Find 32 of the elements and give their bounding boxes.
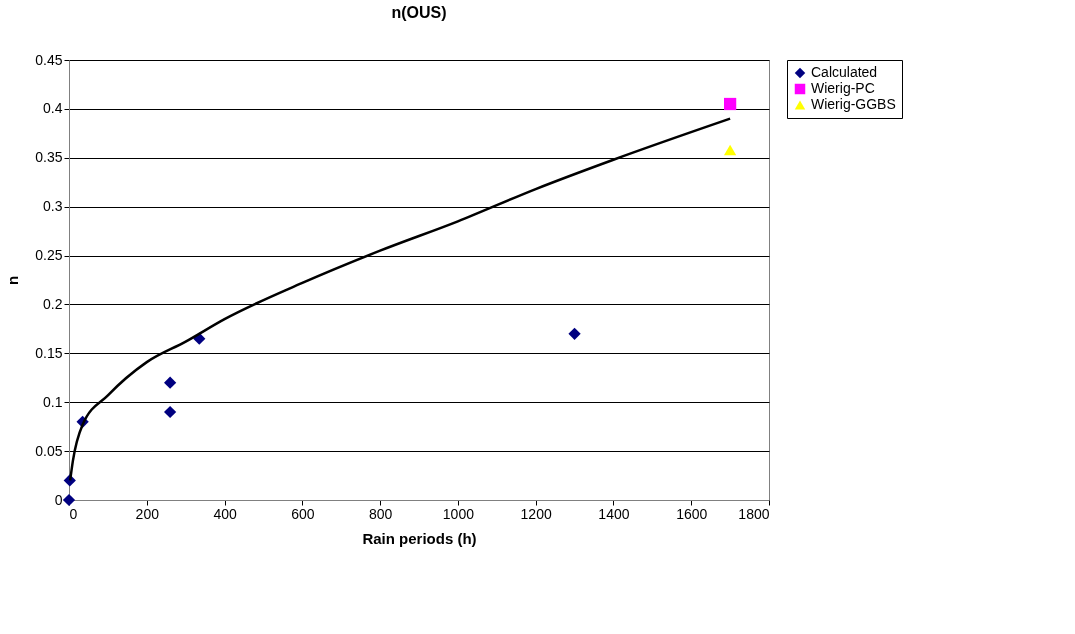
y-tick-label: 0.1	[43, 393, 63, 410]
x-tick-label: 600	[291, 505, 315, 522]
x-tick-label: 1400	[598, 505, 630, 522]
legend-label: Wierig-PC	[811, 80, 875, 96]
y-tick-label: 0.15	[35, 344, 63, 361]
point	[163, 376, 177, 389]
point	[723, 144, 737, 156]
point	[723, 97, 737, 111]
y-tick-label: 0.35	[35, 149, 63, 166]
x-tick-label: 1600	[676, 505, 708, 522]
y-tick-label: 0.05	[35, 442, 63, 459]
x-axis-title: Rain periods (h)	[362, 529, 477, 547]
y-tick-label: 0.4	[43, 100, 63, 117]
x-tick-label: 400	[213, 505, 237, 522]
legend-label: Calculated	[811, 64, 878, 80]
legend-label: Wierig-GGBS	[811, 96, 896, 112]
point	[163, 405, 177, 419]
point	[568, 327, 581, 340]
y-axis-title: n	[4, 275, 22, 286]
y-tick-label: 0.25	[35, 247, 63, 264]
chart-title: n(OUS)	[391, 4, 447, 21]
point	[62, 493, 76, 507]
y-tick-label: 0.2	[43, 295, 63, 312]
y-tick-label: 0.45	[35, 51, 63, 68]
x-tick-label: 800	[368, 505, 393, 522]
x-tick-label: 1200	[520, 505, 552, 522]
x-tick-label: 1800	[738, 505, 770, 522]
x-tick-label: 200	[135, 505, 160, 522]
y-tick-label: 0	[54, 491, 63, 508]
x-tick-label: 0	[69, 505, 78, 522]
y-tick-label: 0.3	[43, 198, 63, 215]
x-tick-label: 1000	[442, 505, 475, 522]
